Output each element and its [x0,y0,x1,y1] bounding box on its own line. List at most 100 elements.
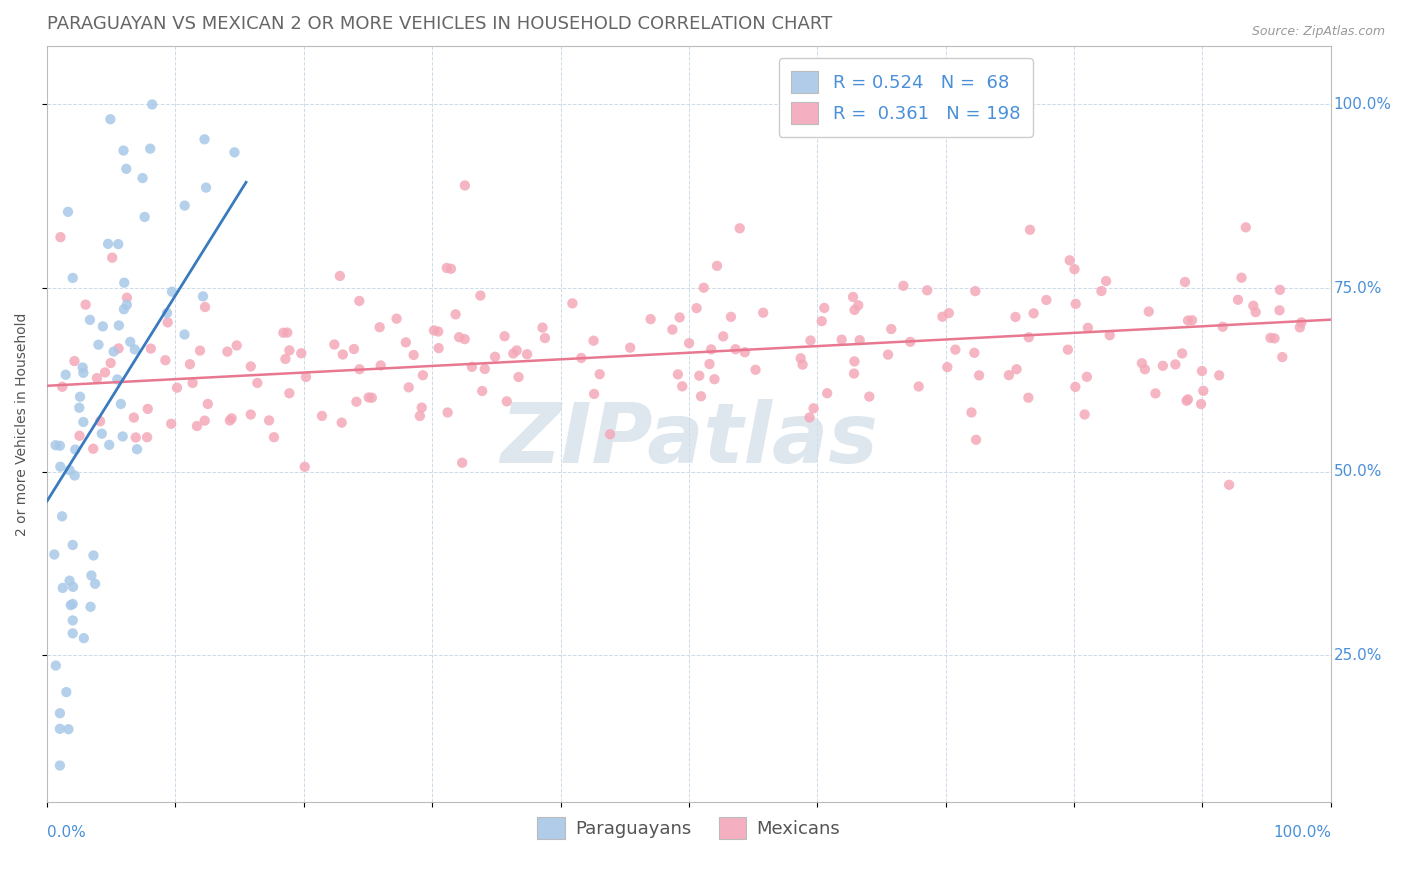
Point [699,357,721,371]
Point [90,426,112,441]
Point [349,293,371,308]
Point [1004,310,1026,324]
Point [799,334,821,348]
Point [186,419,208,434]
Point [45,438,67,452]
Text: 50.0%: 50.0% [1333,464,1382,479]
Point [166,381,188,395]
Point [65,442,87,457]
Point [494,329,516,343]
Point [107,237,129,252]
Point [1177,313,1199,327]
Point [63,468,86,483]
Point [831,333,853,347]
Point [1244,305,1267,319]
Point [858,390,880,404]
Point [1268,303,1291,318]
Point [724,342,747,356]
Point [931,310,953,324]
Point [278,386,301,401]
Point [561,296,583,310]
Point [1241,299,1264,313]
Point [461,359,484,374]
Point [789,351,811,366]
Point [239,359,262,374]
Point [58,574,80,588]
Point [191,289,214,303]
Point [1095,274,1118,288]
Point [685,301,707,315]
Point [56,204,79,219]
Point [112,276,135,290]
Point [343,342,366,356]
Point [87,337,110,351]
Point [720,310,742,324]
Point [155,353,177,368]
Point [474,362,496,376]
Point [360,391,382,405]
Point [728,221,751,235]
Point [120,334,142,349]
Point [449,330,471,344]
Point [69,390,91,404]
Point [589,367,612,381]
Text: ZIPatlas: ZIPatlas [501,399,877,480]
Point [395,335,418,350]
Point [49,722,72,736]
Point [799,410,821,425]
Point [294,459,316,474]
Text: Source: ZipAtlas.com: Source: ZipAtlas.com [1251,25,1385,38]
Point [893,278,915,293]
Point [263,430,285,444]
Point [94,366,117,380]
Point [844,302,866,317]
Point [62,597,84,611]
Point [194,414,217,428]
Point [97,236,120,251]
Point [810,314,832,328]
Point [156,315,179,329]
Point [108,318,131,333]
Point [1230,270,1253,285]
Point [815,386,838,401]
Point [1017,391,1039,405]
Point [690,389,713,403]
Point [470,288,492,302]
Point [693,281,716,295]
Point [454,178,477,193]
Point [1177,392,1199,407]
Point [583,387,606,401]
Point [1076,369,1098,384]
Point [67,401,90,415]
Point [62,626,84,640]
Point [84,576,107,591]
Point [1057,343,1080,357]
Point [1130,356,1153,370]
Point [111,429,134,443]
Point [72,415,94,429]
Point [115,161,138,176]
Point [357,391,380,405]
Point [398,380,420,394]
Point [1191,364,1213,378]
Point [188,343,211,358]
Point [79,313,101,327]
Point [898,334,921,349]
Point [436,405,458,419]
Point [239,408,262,422]
Point [423,323,446,337]
Point [436,260,458,275]
Point [51,380,73,394]
Point [1192,384,1215,398]
Text: 0.0%: 0.0% [46,825,86,840]
Point [55,685,77,699]
Point [276,326,298,340]
Point [963,346,986,360]
Point [49,230,72,244]
Point [1171,346,1194,360]
Point [368,320,391,334]
Point [82,549,104,563]
Text: 25.0%: 25.0% [1333,648,1382,663]
Point [495,394,517,409]
Point [516,347,538,361]
